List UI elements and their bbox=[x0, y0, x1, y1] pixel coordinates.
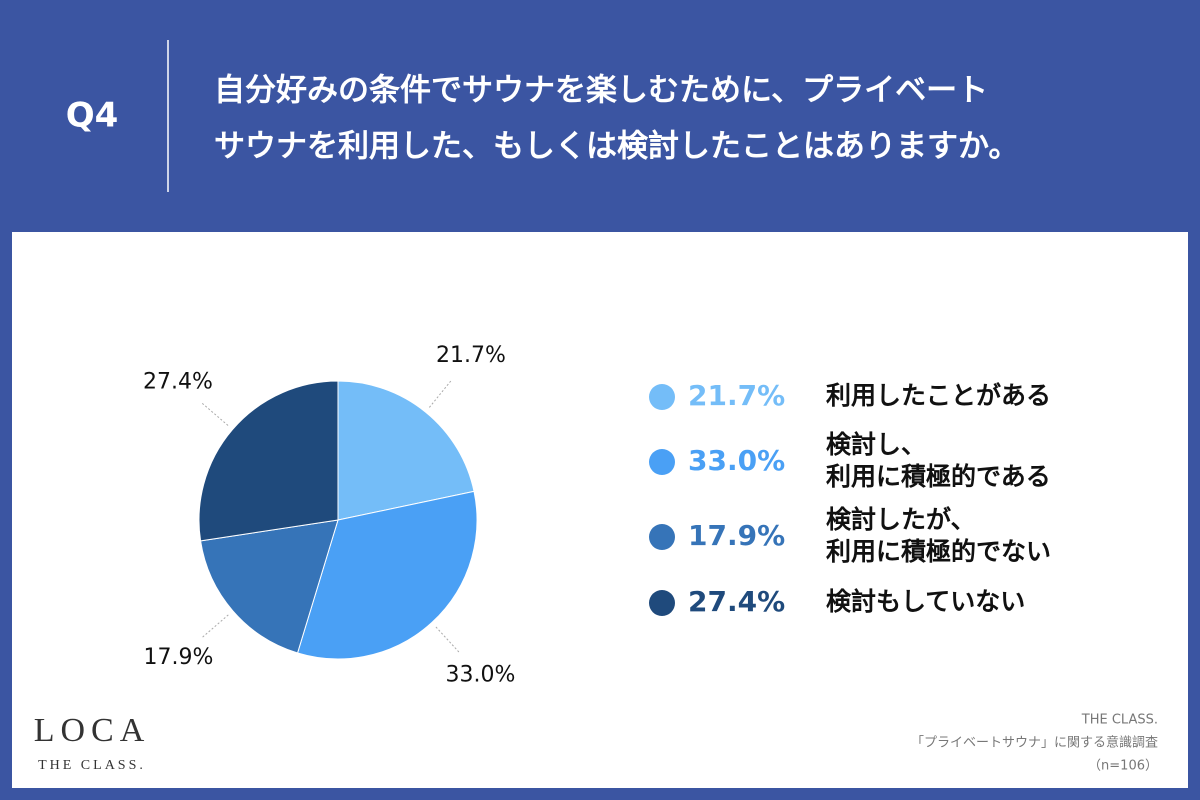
leader-line bbox=[200, 614, 229, 639]
logo-sub: THE CLASS. bbox=[38, 758, 146, 773]
legend-label: 利用に積極的である bbox=[826, 462, 1051, 491]
leader-line bbox=[435, 626, 461, 654]
legend-value: 33.0% bbox=[688, 444, 785, 477]
legend-label: 検討し、 bbox=[826, 430, 926, 459]
pie-slice bbox=[296, 490, 478, 660]
question-number: Q4 bbox=[66, 96, 119, 136]
legend-label: 検討もしていない bbox=[826, 587, 1025, 616]
leader-line bbox=[200, 401, 229, 426]
source: THE CLASS. bbox=[1081, 713, 1158, 728]
data-label: 17.9% bbox=[143, 645, 213, 670]
source: （n=106） bbox=[1088, 759, 1158, 774]
legend-label: 利用に積極的でない bbox=[826, 537, 1051, 566]
data-label: 27.4% bbox=[143, 369, 213, 394]
panel bbox=[12, 232, 1188, 788]
legend-marker bbox=[649, 524, 675, 550]
pie-slice bbox=[337, 380, 475, 521]
legend-label: 検討したが、 bbox=[826, 505, 976, 534]
legend-marker bbox=[649, 449, 675, 475]
data-label: 33.0% bbox=[446, 663, 516, 688]
pie-slice bbox=[198, 380, 339, 542]
data-label: 21.7% bbox=[436, 343, 506, 368]
source: 「プライベートサウナ」に関する意識調査 bbox=[911, 735, 1158, 751]
legend-marker bbox=[649, 590, 675, 616]
pie-slice bbox=[200, 519, 339, 654]
legend-label: 利用したことがある bbox=[826, 381, 1051, 410]
legend-value: 17.9% bbox=[688, 519, 785, 552]
question-title: サウナを利用した、もしくは検討したことはありますか。 bbox=[214, 129, 1019, 165]
logo: LOCA bbox=[34, 712, 151, 749]
leader-line bbox=[428, 379, 453, 408]
legend-marker bbox=[649, 384, 675, 410]
legend-value: 27.4% bbox=[688, 585, 785, 618]
question-title: 自分好みの条件でサウナを楽しむために、プライベート bbox=[214, 73, 988, 109]
legend-value: 21.7% bbox=[688, 379, 785, 412]
